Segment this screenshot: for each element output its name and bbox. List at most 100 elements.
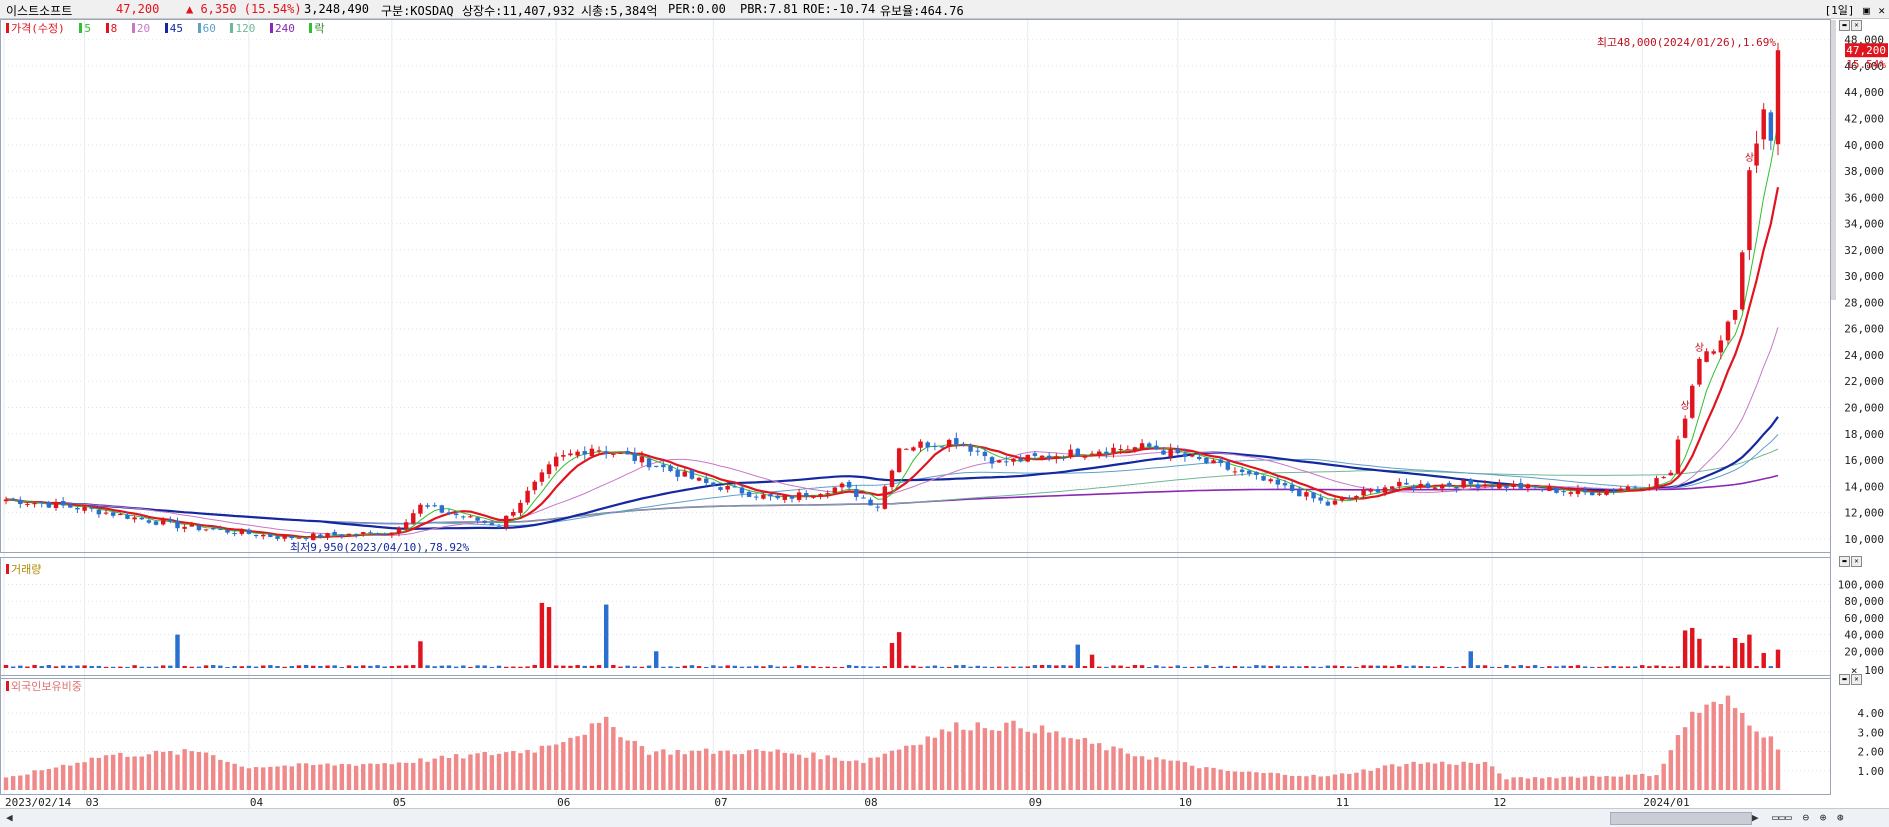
- volume-legend[interactable]: 거래량: [6, 561, 45, 577]
- price-legend-item[interactable]: 가격(수정): [6, 22, 69, 35]
- pane-close-icon[interactable]: ✕: [1851, 674, 1862, 685]
- volume-bar: [746, 666, 752, 668]
- horizontal-scrollbar[interactable]: ◀ ▶ ▭▭▭ ⊖ ⊕ ⊛: [0, 808, 1889, 827]
- zoom-reset-icon[interactable]: ⊛: [1837, 811, 1844, 824]
- volume-bar: [339, 666, 345, 668]
- foreign-bar: [682, 754, 688, 790]
- scroll-thumb[interactable]: [1610, 812, 1752, 825]
- volume-bar: [1690, 627, 1695, 668]
- candle-body: [10, 498, 16, 500]
- ma45-legend-item[interactable]: 45: [164, 22, 187, 35]
- foreign-bar: [868, 757, 873, 790]
- foreign-bar: [1325, 776, 1331, 790]
- candle-body: [25, 503, 30, 505]
- rak-legend-item[interactable]: 락: [309, 22, 328, 35]
- foreign-bar: [1225, 770, 1231, 790]
- candle-body: [618, 452, 623, 454]
- volume-bar: [1411, 665, 1416, 668]
- foreign-bar: [425, 761, 430, 790]
- volume-bar: [1332, 665, 1338, 668]
- foreign-bar: [1039, 725, 1045, 790]
- candle-body: [53, 502, 59, 508]
- ma20-legend-item[interactable]: 20: [131, 22, 154, 35]
- candle-body: [1447, 482, 1452, 487]
- volume-bar: [1604, 666, 1609, 668]
- volume-bar: [682, 665, 688, 668]
- scroll-left-icon[interactable]: ◀: [6, 811, 13, 824]
- ma8-legend-item[interactable]: 8: [105, 22, 122, 35]
- candle-body: [1218, 459, 1223, 464]
- close-icon[interactable]: ✕: [1878, 4, 1885, 17]
- foreign-bar: [1046, 732, 1052, 790]
- volume-bar: [168, 665, 173, 668]
- foreign-bar: [1118, 748, 1123, 790]
- foreign-bar: [32, 770, 37, 790]
- candle-body: [625, 450, 630, 455]
- ma240-legend-item[interactable]: 240: [269, 22, 299, 35]
- restore-icon[interactable]: ▣: [1863, 4, 1870, 17]
- price-tick-label: 30,000: [1844, 270, 1884, 283]
- ma120-legend-item[interactable]: 120: [230, 22, 259, 35]
- foreign-bar: [1461, 761, 1466, 790]
- foreign-bar: [482, 751, 487, 790]
- foreign-bar: [1489, 766, 1495, 790]
- candle-body: [1389, 486, 1395, 489]
- price-tick-label: 42,000: [1844, 113, 1884, 126]
- volume-bar: [975, 665, 980, 668]
- volume-bar: [1518, 665, 1523, 668]
- foreign-legend[interactable]: 외국인보유비중: [6, 678, 86, 694]
- volume-bar: [1304, 665, 1309, 668]
- pane-minimize-icon[interactable]: ▬: [1839, 556, 1850, 567]
- foreign-bar: [996, 730, 1002, 790]
- pane-minimize-icon[interactable]: ▬: [1839, 20, 1850, 31]
- pane-close-icon[interactable]: ✕: [1851, 20, 1862, 31]
- candle-body: [1275, 479, 1281, 485]
- volume-bar: [1089, 654, 1095, 668]
- foreign-bar: [18, 775, 23, 790]
- zoom-out-icon[interactable]: ⊖: [1802, 811, 1810, 824]
- foreign-bar: [461, 758, 466, 790]
- candle-body: [1761, 109, 1766, 140]
- foreign-bar: [1611, 776, 1616, 790]
- foreign-bar: [1418, 763, 1423, 790]
- foreign-bar: [382, 763, 387, 790]
- candle-body: [46, 502, 52, 508]
- foreign-bar: [525, 749, 530, 790]
- pane-minimize-icon[interactable]: ▬: [1839, 674, 1850, 685]
- volume-bar: [389, 666, 395, 668]
- pane-close-icon[interactable]: ✕: [1851, 556, 1862, 567]
- foreign-bar: [632, 741, 637, 790]
- volume-bar: [175, 634, 180, 668]
- candle-body: [1211, 460, 1216, 464]
- zoom-slider-icon[interactable]: ▭▭▭: [1772, 811, 1792, 824]
- volume-bar: [311, 665, 316, 668]
- candle-body: [1504, 485, 1509, 488]
- listed-shares: 상장수:11,407,932: [462, 4, 575, 18]
- candle-body: [1332, 500, 1338, 505]
- stock-name[interactable]: 이스트소프트: [6, 4, 73, 18]
- pbr-value: PBR:7.81: [740, 2, 798, 16]
- ma5-legend-item[interactable]: 5: [79, 22, 95, 35]
- ma60-legend-item[interactable]: 60: [197, 22, 220, 35]
- foreign-bar: [1539, 778, 1545, 790]
- zoom-in-icon[interactable]: ⊕: [1819, 811, 1827, 824]
- foreign-bar: [125, 756, 130, 790]
- foreign-bar: [153, 750, 159, 790]
- foreign-bar: [403, 762, 409, 790]
- volume-bar: [1511, 666, 1516, 668]
- volume-bar: [89, 666, 94, 668]
- foreign-bar: [861, 762, 866, 790]
- foreign-bar: [189, 751, 194, 790]
- foreign-bar: [496, 753, 502, 790]
- price-tick-label: 16,000: [1844, 454, 1884, 467]
- candle-body: [368, 532, 373, 534]
- volume-bar: [1075, 644, 1080, 668]
- foreign-bar: [1211, 767, 1216, 790]
- candle-body: [1754, 143, 1759, 166]
- scroll-right-icon[interactable]: ▶: [1752, 811, 1759, 824]
- period-button[interactable]: [1일]: [1824, 4, 1855, 17]
- volume-bar: [446, 665, 452, 668]
- candle-body: [1747, 170, 1752, 251]
- foreign-bar: [511, 750, 516, 790]
- candle-body: [110, 512, 116, 516]
